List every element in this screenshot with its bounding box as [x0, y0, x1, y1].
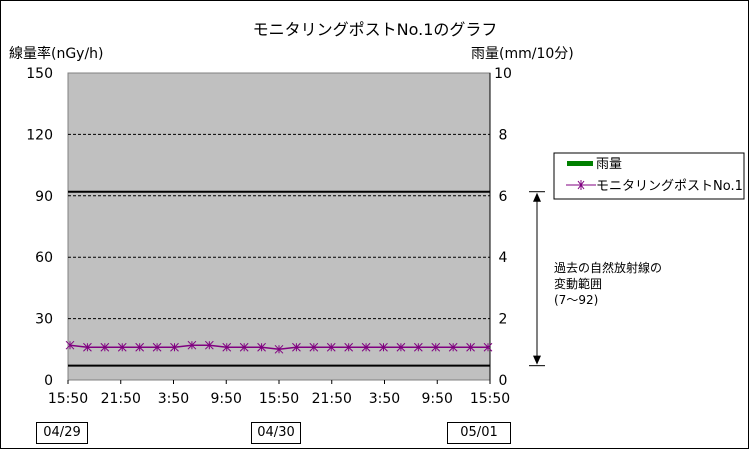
dose-point [257, 342, 266, 352]
range-annotation-line-1: 過去の自然放射線の [554, 260, 662, 275]
x-tick-label: 21:50 [312, 391, 352, 407]
dose-point [292, 342, 301, 352]
dose-point [239, 342, 249, 352]
right-tick-label: 6 [499, 189, 508, 205]
legend: 雨量 モニタリングポストNo.1 [553, 152, 745, 200]
left-tick-label: 150 [26, 66, 53, 82]
x-tick-label: 15:50 [259, 391, 299, 407]
dose-point [448, 342, 458, 352]
dose-point [466, 342, 475, 352]
dose-point [379, 342, 388, 352]
date-label-2: 04/30 [251, 422, 301, 444]
dose-point [274, 344, 284, 354]
dose-point [396, 342, 406, 352]
x-tick-label: 3:50 [369, 391, 400, 407]
dose-point [65, 340, 75, 350]
range-annotation-line-2: 変動範囲 [554, 276, 602, 291]
range-annotation-line-3: (7～92) [554, 293, 598, 307]
right-tick-label: 4 [499, 250, 508, 266]
x-tick-label: 21:50 [101, 391, 141, 407]
range-arrow-head-bottom [533, 355, 541, 365]
right-tick-label: 0 [499, 373, 508, 389]
dose-point [152, 342, 162, 352]
x-tick-label: 9:50 [422, 391, 453, 407]
legend-rain-swatch [567, 161, 593, 166]
dose-point [309, 342, 319, 352]
right-tick-label: 2 [499, 312, 508, 328]
dose-point [344, 342, 354, 352]
right-axis-label: 雨量(mm/10分) [471, 46, 574, 62]
range-arrow-head-top [533, 192, 541, 202]
plot-area-group: 0 30 60 90 120 150 0 2 4 6 8 10 15:50 21:50 3:50 9:50 15… [26, 66, 512, 407]
right-tick-label: 10 [494, 66, 512, 82]
dose-point [483, 342, 493, 352]
dose-point [413, 342, 423, 352]
legend-box [553, 152, 745, 200]
x-tick-label: 3:50 [158, 391, 189, 407]
range-annotation: 過去の自然放射線の 変動範囲 (7～92) [554, 260, 662, 307]
legend-rain-label: 雨量 [596, 157, 622, 172]
dose-point [187, 340, 197, 350]
dose-point [117, 342, 127, 352]
dose-point [204, 340, 214, 350]
legend-dose-label: モニタリングポストNo.1 [596, 179, 743, 194]
dose-point [431, 342, 441, 352]
dose-point [135, 342, 145, 352]
date-label-1: 04/29 [36, 422, 88, 444]
dose-point [222, 342, 232, 352]
dose-point [326, 342, 336, 352]
chart-title: モニタリングポストNo.1のグラフ [253, 20, 498, 39]
dose-point [100, 342, 110, 352]
dose-point [83, 342, 92, 352]
x-tick-label: 15:50 [470, 391, 510, 407]
variation-range-indicator [529, 191, 545, 367]
x-tick-label: 15:50 [48, 391, 88, 407]
x-tick-label: 9:50 [211, 391, 242, 407]
plot-area [67, 72, 491, 381]
left-tick-label: 60 [35, 250, 53, 266]
right-tick-label: 8 [499, 127, 508, 143]
dose-point [361, 342, 371, 352]
left-tick-label: 0 [44, 373, 53, 389]
left-tick-label: 90 [35, 189, 53, 205]
left-axis-label: 線量率(nGy/h) [9, 45, 104, 62]
legend-dose-marker [577, 180, 585, 190]
dose-point [170, 342, 179, 352]
left-tick-label: 120 [26, 127, 53, 143]
date-label-3: 05/01 [447, 422, 511, 444]
left-tick-label: 30 [35, 312, 53, 328]
